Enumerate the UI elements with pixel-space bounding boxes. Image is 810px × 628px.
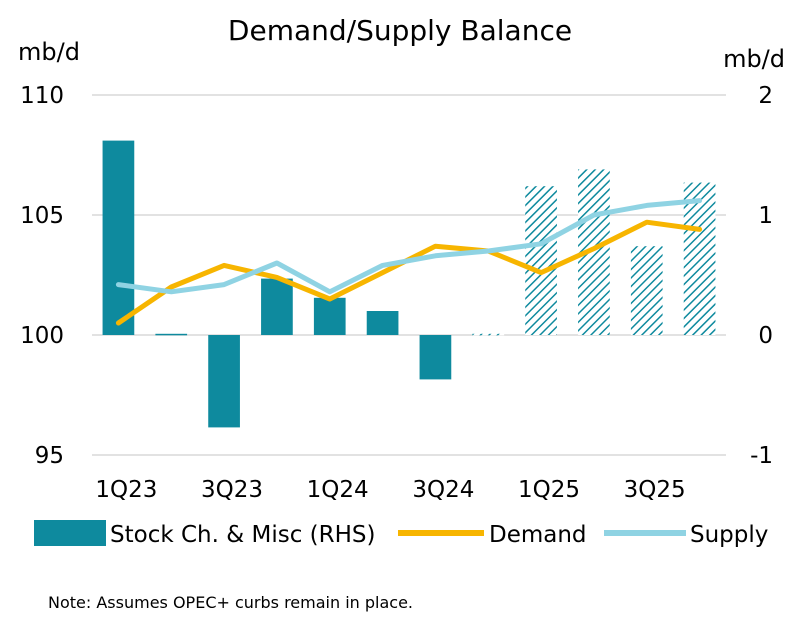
bar-4Q24: [472, 333, 505, 336]
series-lines: [115, 198, 703, 326]
bar-3Q25: [630, 246, 663, 335]
line-supply: [115, 198, 703, 295]
bar-3Q23: [208, 335, 240, 428]
x-tick-labels: 1Q23 3Q23 1Q24 3Q24 1Q25 3Q25: [95, 477, 685, 503]
legend-label-supply: Supply: [690, 522, 768, 548]
right-tick-labels: 2 1 0 -1: [750, 83, 773, 469]
bar-4Q23: [261, 278, 293, 335]
left-tick-label: 95: [35, 443, 64, 469]
chart-note: Note: Assumes OPEC+ curbs remain in plac…: [48, 593, 413, 612]
x-tick-label: 1Q24: [307, 477, 369, 503]
right-tick-label: 1: [758, 203, 773, 229]
left-tick-label: 105: [20, 203, 64, 229]
bar-1Q23: [102, 140, 135, 335]
left-tick-label: 100: [20, 323, 64, 349]
x-tick-label: 3Q24: [412, 477, 474, 503]
x-tick-label: 1Q25: [518, 477, 580, 503]
legend-swatch-stock: [34, 520, 106, 546]
left-axis-unit: mb/d: [18, 38, 80, 66]
bar-1Q25: [525, 186, 557, 335]
stock-change-bars: [102, 140, 716, 428]
right-tick-label: -1: [750, 443, 773, 469]
right-tick-label: 2: [758, 83, 773, 109]
bar-2Q23: [155, 333, 188, 336]
right-tick-label: 0: [758, 323, 773, 349]
legend: Stock Ch. & Misc (RHS) Demand Supply: [34, 520, 768, 548]
x-tick-label: 3Q25: [624, 477, 686, 503]
bar-3Q24: [419, 335, 452, 380]
left-tick-labels: 110 105 100 95: [20, 83, 64, 469]
x-tick-label: 3Q23: [201, 477, 263, 503]
chart-title: Demand/Supply Balance: [228, 14, 572, 47]
line-demand: [115, 219, 703, 326]
bar-4Q25: [683, 182, 716, 335]
x-tick-label: 1Q23: [95, 477, 157, 503]
bar-2Q24: [366, 311, 399, 335]
legend-label-demand: Demand: [489, 522, 587, 548]
bar-1Q24: [313, 297, 346, 335]
gridlines: [92, 94, 726, 456]
right-axis-unit: mb/d: [723, 45, 785, 73]
left-tick-label: 110: [20, 83, 64, 109]
legend-label-stock: Stock Ch. & Misc (RHS): [110, 522, 375, 548]
